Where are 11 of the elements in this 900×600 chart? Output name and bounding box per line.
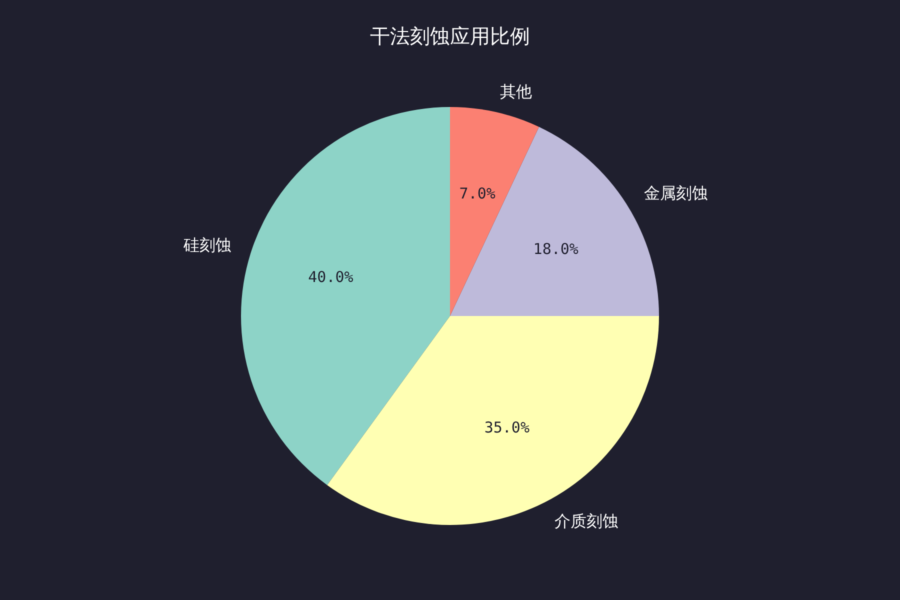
data-label: 18.0%: [533, 240, 578, 258]
data-label: 40.0%: [308, 268, 354, 286]
chart-title: 干法刻蚀应用比例: [370, 24, 530, 48]
slice-label: 硅刻蚀: [182, 235, 232, 254]
data-label: 35.0%: [484, 418, 530, 437]
slice-label: 金属刻蚀: [644, 183, 708, 202]
pie-slice: [241, 107, 450, 486]
data-label: 7.0%: [459, 184, 496, 203]
pie-slice: [450, 126, 659, 316]
slice-label: 介质刻蚀: [554, 511, 618, 530]
slice-label: 其他: [500, 82, 532, 102]
